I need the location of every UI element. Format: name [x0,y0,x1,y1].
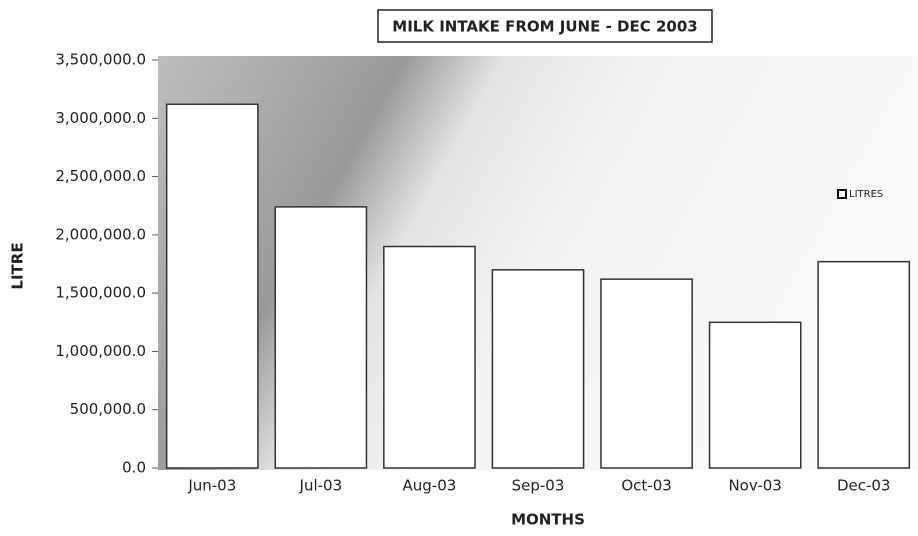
x-tick-label: Jun-03 [187,477,236,495]
y-tick-label: 2,000,000.0 [55,225,146,243]
bar [601,279,692,468]
bar [492,270,583,468]
x-axis-label: MONTHS [511,511,585,529]
y-tick-label: 500,000.0 [70,400,146,418]
x-tick-label: Sep-03 [512,477,565,495]
x-tick-label: Jul-03 [299,477,343,495]
y-tick-label: 2,500,000.0 [55,167,146,185]
y-tick-label: 3,500,000.0 [55,51,146,69]
bar [384,247,475,468]
x-tick-label: Oct-03 [621,477,671,495]
y-tick-label: 1,000,000.0 [55,342,146,360]
x-tick-label: Dec-03 [837,477,891,495]
y-tick-label: 3,000,000.0 [55,109,146,127]
bar [710,322,801,468]
chart: MILK INTAKE FROM JUNE - DEC 2003 MONTHS … [0,0,918,532]
legend-swatch [838,190,846,198]
bar [818,262,909,468]
y-tick-label: 0.0 [122,459,146,477]
x-tick-label: Nov-03 [728,477,781,495]
x-tick-label: Aug-03 [403,477,457,495]
legend-label: LITRES [849,189,883,200]
chart-title: MILK INTAKE FROM JUNE - DEC 2003 [392,18,697,36]
y-tick-label: 1,500,000.0 [55,284,146,302]
bar [275,207,366,468]
y-axis-label: LITRE [9,242,27,289]
bar [167,104,258,468]
